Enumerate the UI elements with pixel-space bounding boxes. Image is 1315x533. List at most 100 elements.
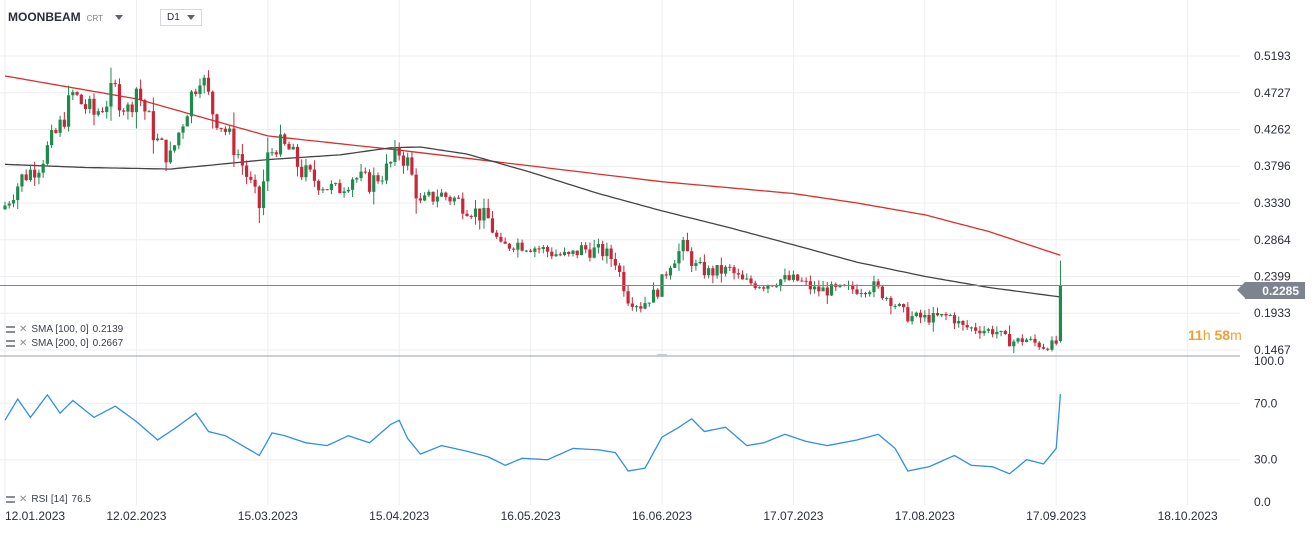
candle-down [728,266,732,268]
candle-up [389,161,393,164]
candle-down [1046,348,1050,350]
candle-down [295,146,300,167]
candle-down [418,198,422,201]
candle-down [287,143,291,150]
symbol-suffix: CRT [86,13,103,23]
settings-icon[interactable] [6,326,15,333]
candle-down [952,315,957,324]
candle-up [346,189,350,192]
candle-up [554,254,558,257]
date-tick-label: 17.09.2023 [1026,509,1086,523]
symbol-dropdown-icon[interactable] [114,14,123,20]
candle-up [321,189,325,191]
candle-up [423,195,427,201]
candle-up [304,165,308,178]
candle-up [350,179,355,190]
close-icon[interactable]: ✕ [19,494,28,505]
date-tick-label: 12.01.2023 [5,509,65,523]
candle-down [478,208,482,221]
candle-down [935,313,940,316]
candle-up [71,92,75,96]
candle-down [685,239,690,252]
candle-up [198,85,202,95]
candle-up [329,183,333,190]
candle-down [1007,334,1012,347]
settings-icon[interactable] [6,496,15,503]
candle-down [876,281,880,287]
candle-up [516,242,520,250]
candle-down [762,287,766,289]
candle-down [918,312,923,318]
candle-down [1054,340,1058,344]
candle-up [1012,341,1016,347]
candle-up [228,128,232,132]
candle-down [253,179,257,187]
candle-up [668,267,673,276]
candle-down [736,273,740,275]
candle-up [20,174,24,187]
candle-up [541,247,545,250]
candle-down [749,278,753,284]
candle-up [791,274,795,280]
candle-down [664,274,668,276]
candle-down [283,134,287,144]
sma200-label: SMA [200, 0] [31,338,89,349]
candle-down [944,314,948,316]
candle-up [261,181,266,209]
timeframe-value: D1 [167,12,180,23]
candle-down [431,191,435,202]
candle-down [312,169,317,181]
close-icon[interactable]: ✕ [19,338,28,349]
symbol-name[interactable]: MOONBEAM [8,10,81,24]
candle-down [851,284,855,290]
candle-up [482,207,486,221]
sma100-value: 0.2139 [92,324,124,335]
candle-down [622,271,626,292]
candle-up [931,313,935,323]
candle-down [122,110,126,112]
candle-down [800,280,804,282]
candle-down [164,139,168,163]
candle-down [626,291,630,304]
candle-up [270,152,274,154]
timeframe-select[interactable]: D1 [160,9,202,26]
candle-down [711,268,715,276]
close-icon[interactable]: ✕ [19,324,28,335]
candle-down [232,128,236,156]
date-tick-label: 16.05.2023 [501,509,561,523]
candle-up [872,281,876,293]
sma100-line [4,146,1061,298]
candle-up [715,265,719,276]
candle-up [88,98,92,110]
candle-up [821,287,825,292]
candle-up [109,82,113,107]
candle-up [126,104,130,112]
candle-down [991,329,995,335]
candle-up [37,172,41,178]
candle-down [601,243,605,257]
candle-up [380,180,384,182]
candle-down [486,207,490,219]
candle-up [58,119,62,133]
candle-up [1058,285,1063,342]
candle-down [117,84,122,111]
candle-up [66,95,71,127]
settings-icon[interactable] [6,340,15,347]
candle-down [889,297,893,307]
rsi-tick-label: 0.0 [1254,495,1271,509]
candle-down [609,248,613,260]
price-tick-label: 0.4262 [1254,122,1291,136]
countdown-minutes-unit: m [1230,327,1242,343]
candle-up [893,305,897,307]
price-tick-label: 0.5193 [1254,49,1291,63]
candle-up [745,278,749,280]
price-tick-label: 0.2399 [1254,269,1291,283]
candle-down [537,248,541,250]
candle-up [1050,340,1054,350]
candle-up [155,138,160,141]
candle-down [444,192,448,198]
candle-down [469,216,473,218]
candle-up [986,329,990,331]
candle-down [702,261,706,276]
